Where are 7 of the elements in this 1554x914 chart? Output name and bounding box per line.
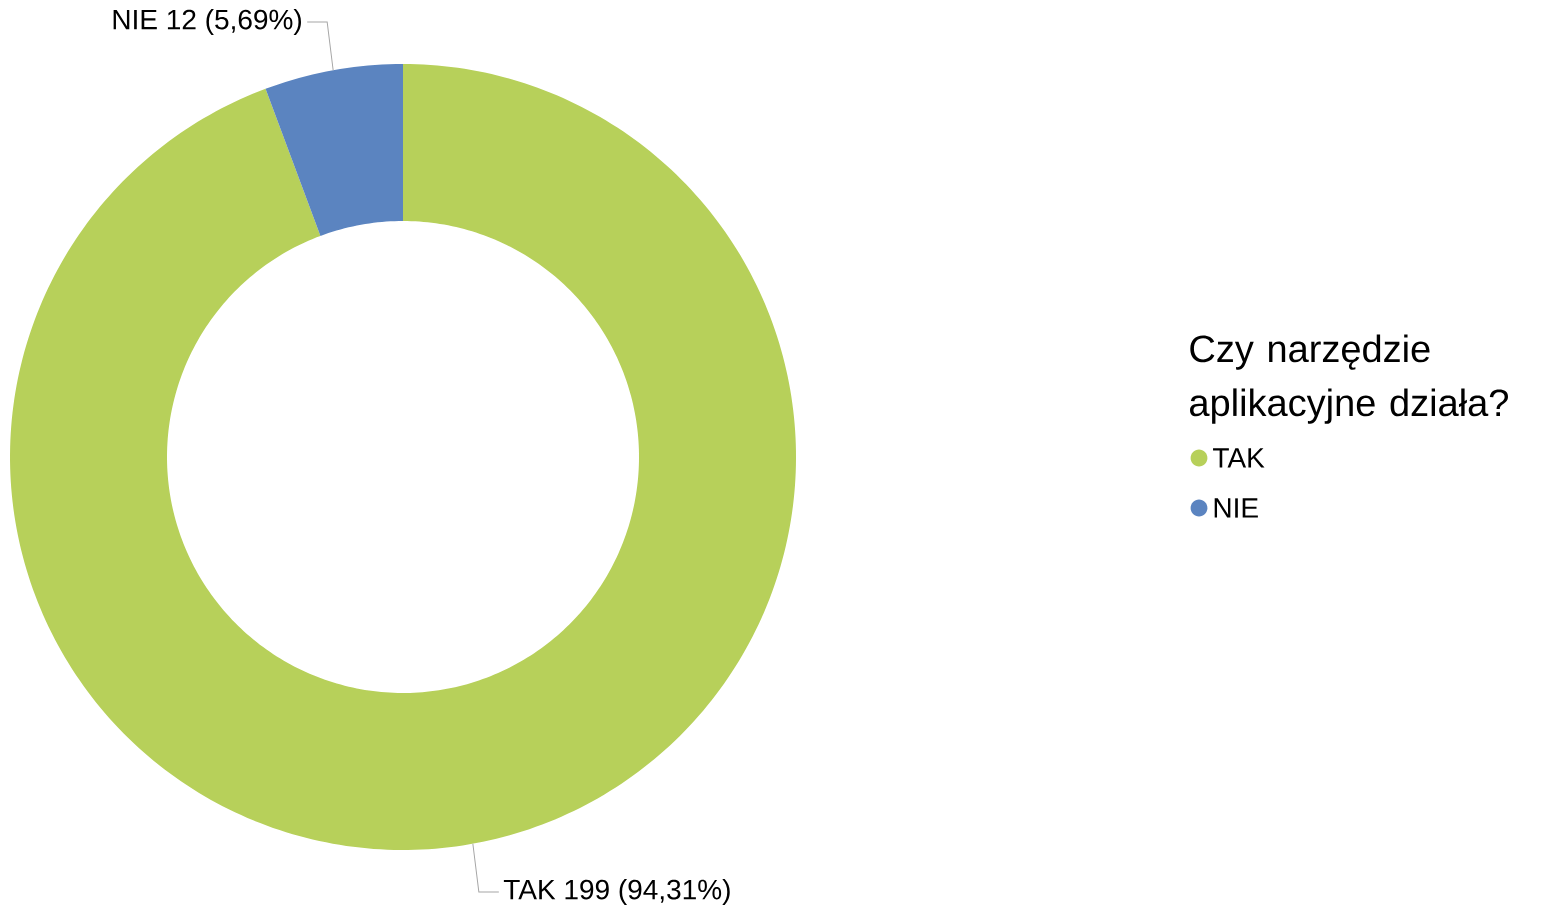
slice-label: TAK — [503, 879, 556, 900]
legend-title: Czy narzędzie aplikacyjne działa? — [1190, 334, 1508, 424]
legend-label: NIE — [1214, 498, 1258, 518]
data-label: 199 (94,31%) — [565, 878, 730, 906]
legend-label: TAK — [1213, 448, 1265, 468]
slice-label: NIE — [113, 9, 157, 30]
data-label: 12 (5,69%) — [167, 8, 301, 36]
